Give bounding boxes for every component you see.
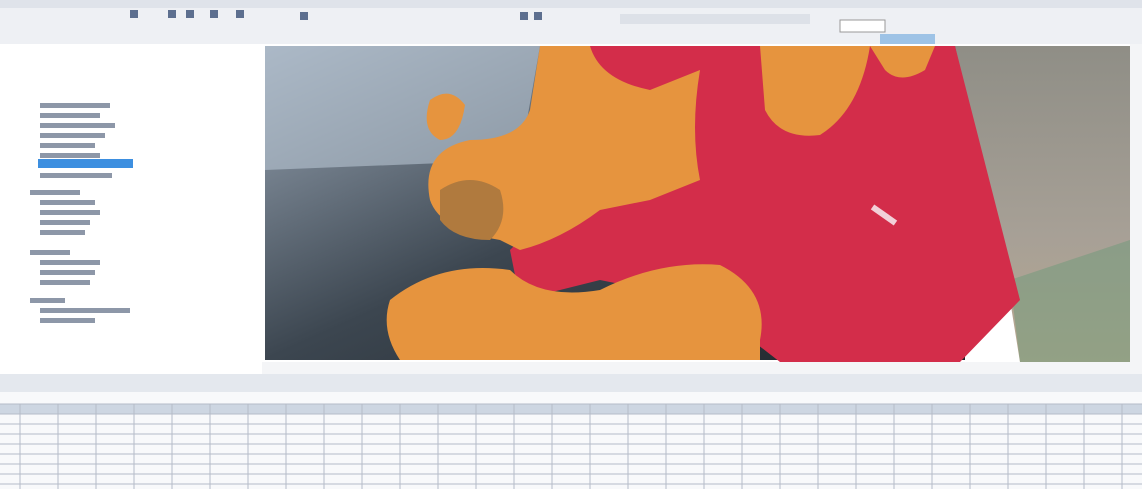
- table-of-contents: [0, 44, 262, 374]
- attribute-table: [0, 374, 1142, 489]
- toolbar-icons: [130, 10, 542, 20]
- scale-box[interactable]: [839, 19, 886, 33]
- menu-bar: [0, 0, 1142, 8]
- toc-entries: [30, 103, 130, 323]
- table-header: [0, 404, 1142, 414]
- table-grid: [0, 403, 1142, 489]
- map-view: [262, 44, 1130, 362]
- search-box[interactable]: [620, 14, 810, 24]
- selected-tool[interactable]: [880, 34, 935, 44]
- selected-layer[interactable]: [38, 159, 133, 168]
- table-toolbar: [0, 374, 1142, 392]
